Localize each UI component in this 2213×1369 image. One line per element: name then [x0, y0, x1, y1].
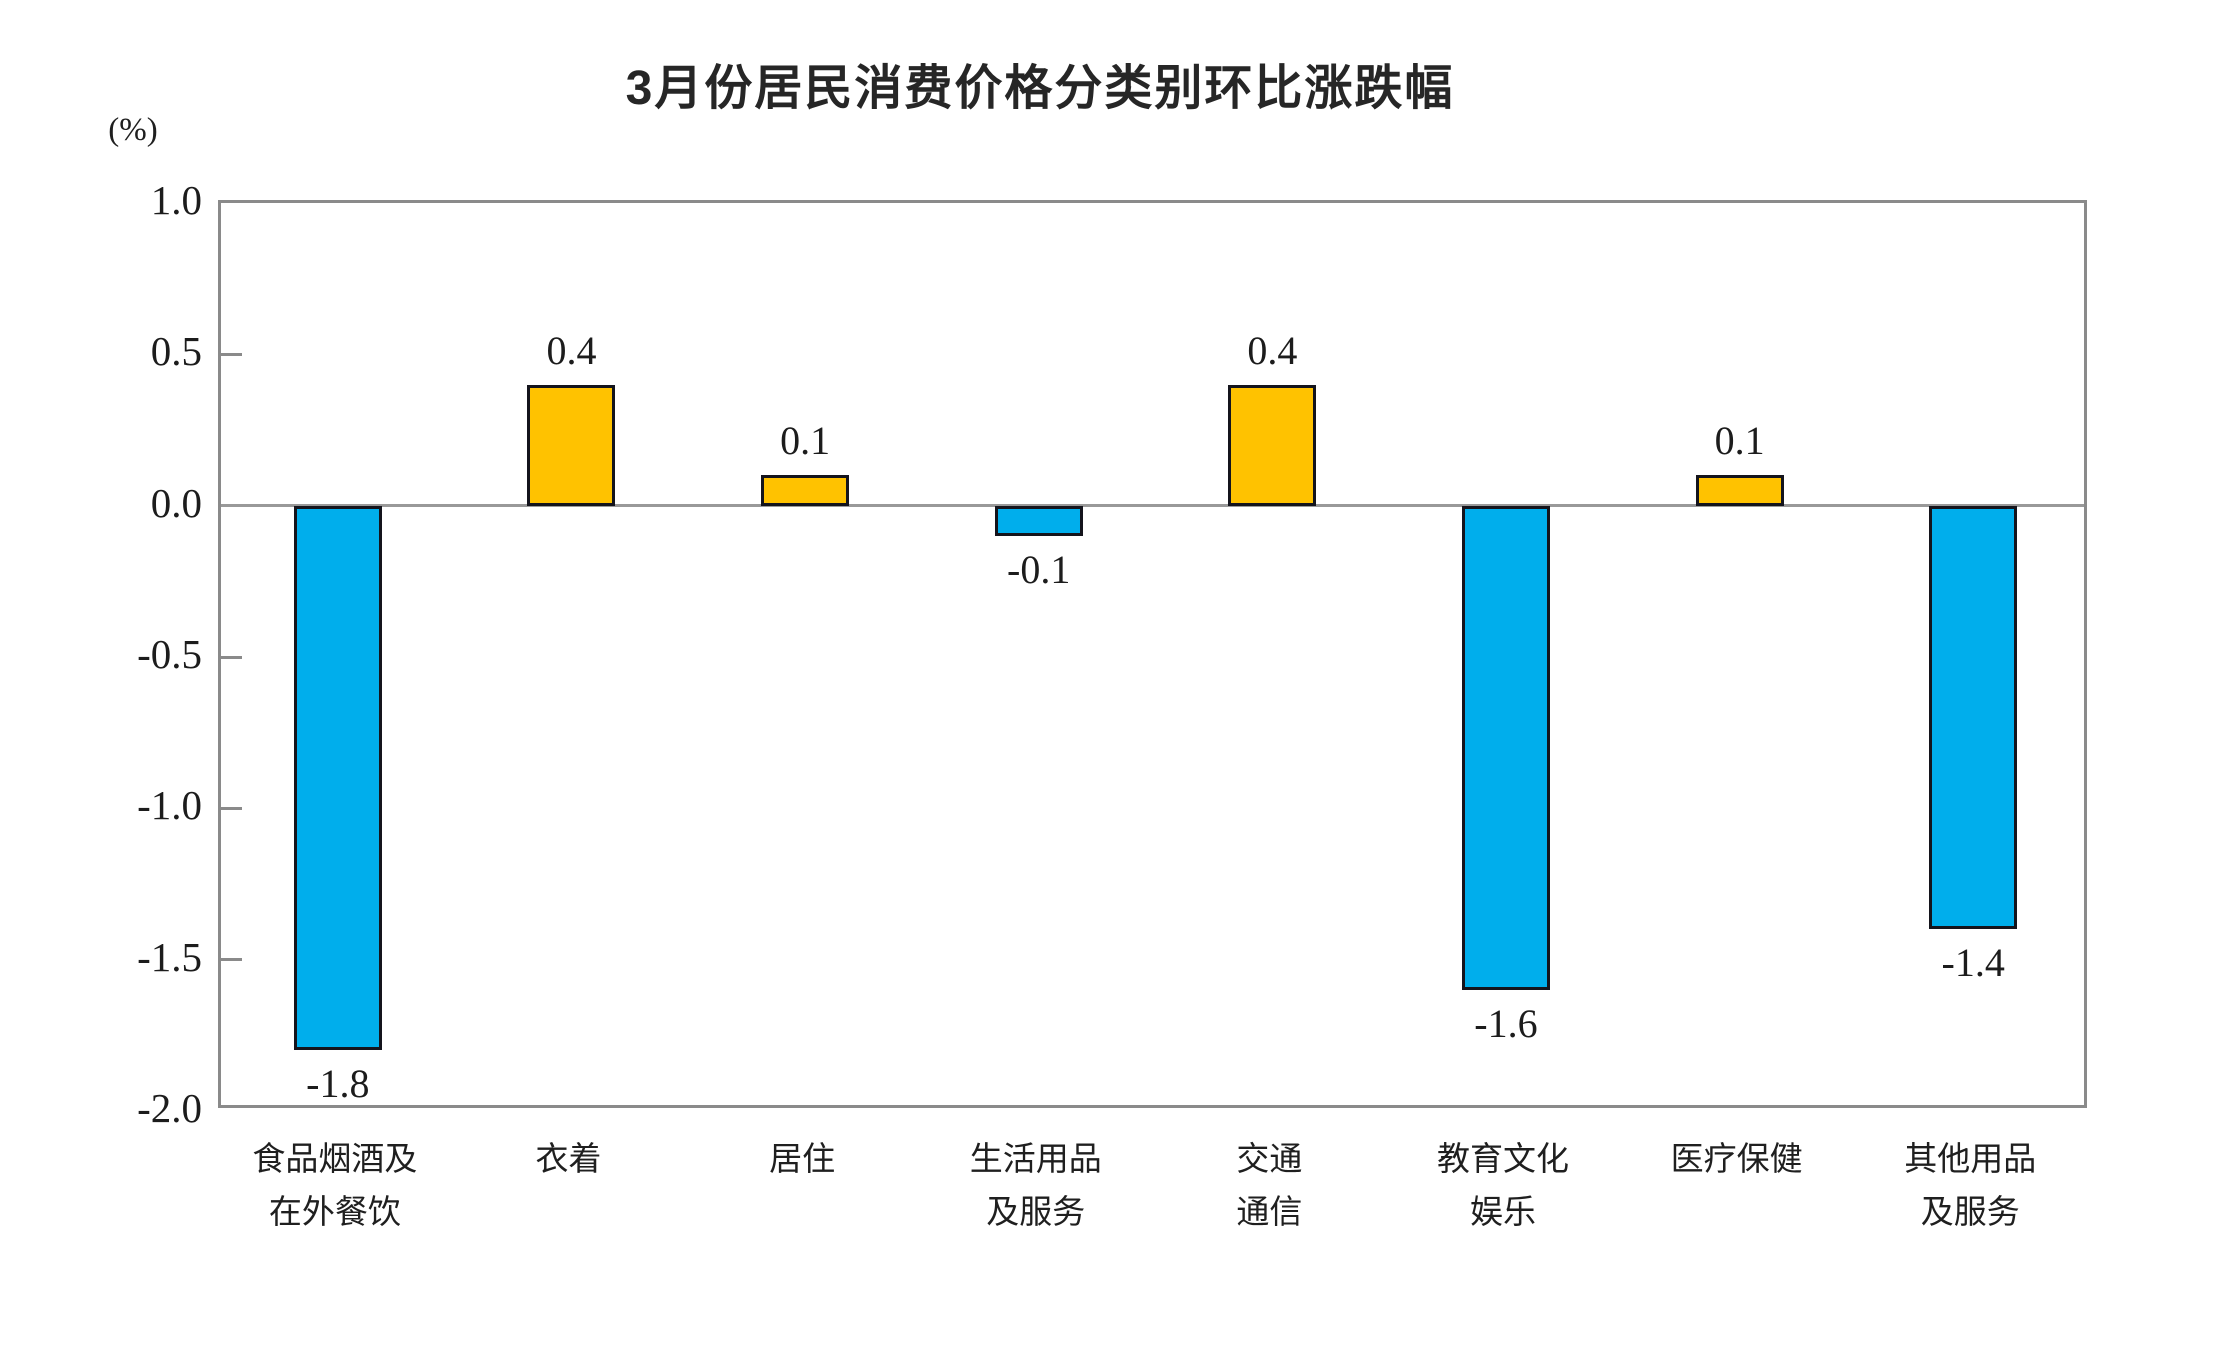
category-label: 食品烟酒及 在外餐饮 — [252, 1142, 418, 1231]
y-tick-mark — [221, 806, 242, 810]
y-tick-label: -1.0 — [137, 782, 202, 829]
bar-1 — [293, 505, 382, 1051]
bar-5 — [1228, 384, 1317, 506]
category-label: 居住 — [769, 1142, 836, 1178]
bar-value-label: 0.4 — [1247, 327, 1298, 373]
bar-4 — [994, 505, 1083, 536]
zero-line — [221, 504, 2084, 508]
y-tick-label: 0.0 — [150, 479, 202, 526]
bar-value-label: 0.4 — [546, 327, 597, 373]
bar-7 — [1695, 475, 1784, 506]
bar-3 — [761, 475, 850, 506]
y-tick-label: 0.5 — [150, 328, 202, 375]
y-axis-unit-label: (%) — [108, 112, 158, 148]
category-label: 生活用品 及服务 — [969, 1142, 1102, 1231]
category-label: 医疗保健 — [1670, 1142, 1803, 1178]
y-tick-label: -2.0 — [137, 1085, 202, 1131]
category-label: 其他用品 及服务 — [1904, 1142, 2037, 1231]
plot-area: -1.8 0.4 0.1 -0.1 0.4 -1.6 0.1 -1.4 — [218, 200, 2087, 1108]
bar-value-label: -0.1 — [1007, 546, 1071, 592]
category-label: 衣着 — [535, 1142, 602, 1178]
y-tick-mark — [221, 655, 242, 659]
category-label: 交通 通信 — [1236, 1142, 1303, 1231]
bar-value-label: 0.1 — [1714, 418, 1765, 464]
bar-value-label: -1.8 — [306, 1061, 370, 1107]
bar-2 — [527, 384, 616, 506]
y-tick-label: -0.5 — [137, 631, 202, 677]
y-tick-label: -1.5 — [137, 933, 202, 980]
bar-6 — [1461, 505, 1550, 990]
y-tick-mark — [221, 958, 242, 962]
bar-value-label: 0.1 — [780, 418, 831, 464]
bar-value-label: -1.4 — [1941, 940, 2005, 986]
y-tick-label: 1.0 — [150, 177, 202, 223]
bar-value-label: -1.6 — [1474, 1000, 1538, 1046]
chart-title: 3月份居民消费价格分类别环比涨跌幅 — [625, 62, 1455, 115]
bar-8 — [1929, 505, 2018, 930]
y-tick-mark — [221, 352, 242, 356]
category-label: 教育文化 娱乐 — [1436, 1142, 1569, 1231]
